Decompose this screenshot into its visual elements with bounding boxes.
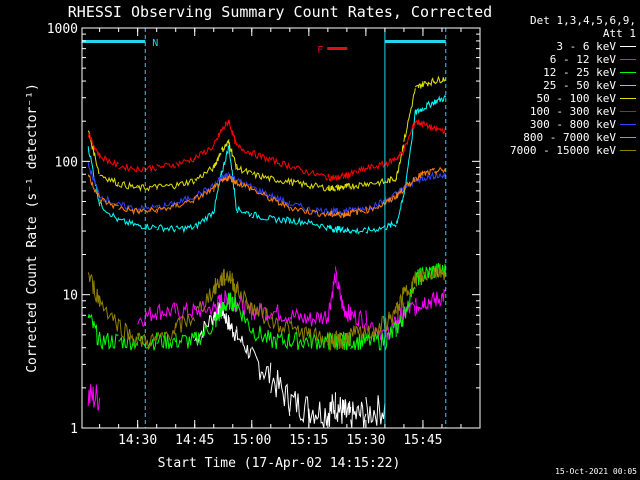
x-tick-label: 15:30 — [346, 433, 385, 448]
y-tick-label: 1000 — [47, 22, 78, 37]
series-line-4 — [87, 75, 447, 193]
series-line-7 — [87, 166, 447, 219]
legend-swatch — [620, 59, 636, 60]
legend-swatch — [620, 46, 636, 47]
legend-row: 100 - 300 keV — [486, 105, 636, 118]
legend: Det 1,3,4,5,6,9, Att 1 3 - 6 keV 6 - 12 k… — [486, 14, 636, 157]
series-line-0 — [194, 300, 386, 429]
series-line-8 — [87, 263, 447, 352]
legend-swatch — [620, 111, 636, 112]
legend-header-line2: Att 1 — [602, 27, 636, 40]
legend-label: 100 - 300 keV — [529, 105, 616, 118]
legend-row: 7000 - 15000 keV — [486, 144, 636, 157]
flare-marker-label: F — [317, 45, 323, 56]
x-tick-label: 15:15 — [289, 433, 328, 448]
legend-row: 25 - 50 keV — [486, 79, 636, 92]
legend-swatch — [620, 98, 636, 99]
legend-row: 800 - 7000 keV — [486, 131, 636, 144]
legend-row: 6 - 12 keV — [486, 53, 636, 66]
legend-row: 3 - 6 keV — [486, 40, 636, 53]
legend-label: 12 - 25 keV — [543, 66, 616, 79]
x-tick-label: 14:30 — [118, 433, 157, 448]
legend-label: 7000 - 15000 keV — [510, 144, 616, 157]
legend-label: 3 - 6 keV — [556, 40, 616, 53]
legend-label: 25 - 50 keV — [543, 79, 616, 92]
plot-frame — [81, 27, 481, 429]
legend-row: 50 - 100 keV — [486, 92, 636, 105]
footer-date: 15-Oct-2021 00:05 — [555, 467, 637, 476]
legend-label: 800 - 7000 keV — [523, 131, 616, 144]
observing-bar-label: N — [152, 38, 158, 49]
legend-swatch — [620, 150, 636, 151]
legend-swatch — [620, 72, 636, 73]
y-axis: 1 10 100 1000 — [47, 22, 480, 437]
legend-swatch — [620, 124, 636, 125]
series-line-2 — [87, 262, 447, 351]
y-tick-label: 100 — [55, 155, 78, 170]
overlay-layer: NF — [82, 28, 447, 428]
observing-bar-1 — [384, 40, 446, 43]
chart-title: RHESSI Observing Summary Count Rates, Co… — [68, 3, 492, 21]
x-tick-label: 15:00 — [232, 433, 271, 448]
y-axis-label: Corrected Count Rate (s⁻¹ detector⁻¹) — [25, 83, 40, 373]
y-tick-label: 10 — [62, 289, 78, 304]
legend-row: 12 - 25 keV — [486, 66, 636, 79]
legend-label: 6 - 12 keV — [549, 53, 616, 66]
observing-bar-0 — [82, 40, 146, 43]
x-tick-label: 15:45 — [403, 433, 442, 448]
series-layer — [87, 75, 447, 429]
legend-header-line1: Det 1,3,4,5,6,9, — [530, 14, 636, 27]
flare-marker-bar — [327, 47, 348, 50]
y-tick-label: 1 — [70, 422, 78, 437]
series-line-3 — [87, 94, 447, 235]
x-axis-label: Start Time (17-Apr-02 14:15:22) — [158, 456, 401, 471]
legend-rows: 3 - 6 keV 6 - 12 keV 12 - 25 keV 25 - 50 ke… — [486, 40, 636, 157]
legend-swatch — [620, 137, 636, 138]
legend-label: 300 - 800 keV — [529, 118, 616, 131]
legend-swatch — [620, 85, 636, 86]
x-axis: 14:30 14:45 15:00 15:15 15:30 15:45 — [99, 28, 481, 448]
x-tick-label: 14:45 — [175, 433, 214, 448]
legend-row: 300 - 800 keV — [486, 118, 636, 131]
legend-label: 50 - 100 keV — [536, 92, 616, 105]
series-line-5 — [87, 119, 447, 182]
